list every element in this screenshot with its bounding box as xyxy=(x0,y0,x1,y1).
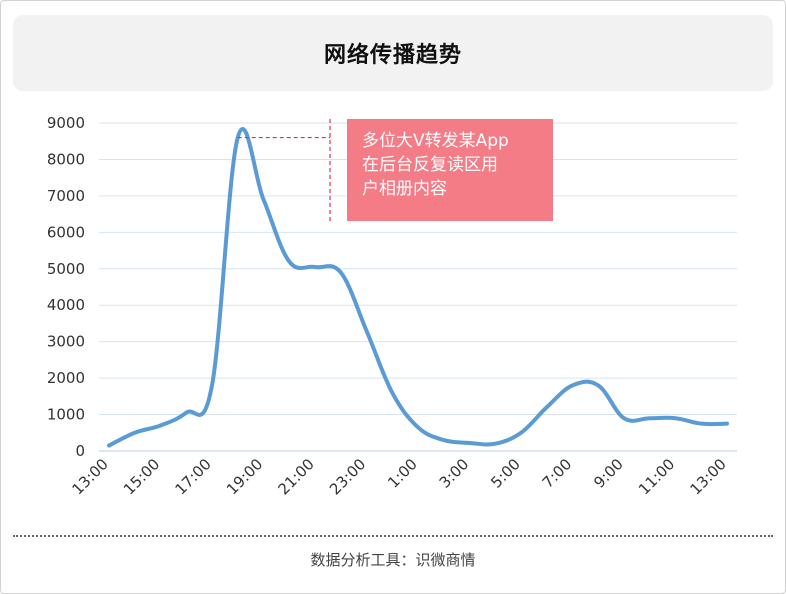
annotation-text-line: 户相册内容 xyxy=(362,179,447,199)
y-tick-label: 6000 xyxy=(47,223,85,241)
annotation-text-line: 多位大V转发某App xyxy=(362,131,509,151)
data-point xyxy=(622,416,626,420)
footer-source: 数据分析工具：识微商情 xyxy=(310,551,476,569)
y-tick-label: 0 xyxy=(75,442,85,460)
line-chart: 0 1000 2000 3000 4000 5000 6000 7000 8000 9000 13:… xyxy=(47,114,737,498)
y-tick-label: 8000 xyxy=(47,150,85,168)
data-point xyxy=(648,416,652,420)
y-tick-label: 2000 xyxy=(47,369,85,387)
data-point xyxy=(596,383,600,387)
data-point xyxy=(493,442,497,446)
y-tick-label: 9000 xyxy=(47,114,85,132)
data-point xyxy=(365,329,369,333)
series-line xyxy=(107,127,729,448)
x-tick-label: 21:00 xyxy=(275,455,318,498)
data-point xyxy=(545,405,549,409)
x-tick-label: 17:00 xyxy=(172,455,215,498)
data-point xyxy=(313,265,317,269)
x-tick-label: 13:00 xyxy=(687,455,730,498)
data-point xyxy=(107,444,111,448)
x-tick-label: 23:00 xyxy=(326,455,369,498)
data-point xyxy=(468,441,472,445)
data-point xyxy=(339,270,343,274)
data-point xyxy=(674,416,678,420)
x-tick-label: 13:00 xyxy=(69,455,112,498)
x-tick-label: 9:00 xyxy=(590,455,627,492)
data-point xyxy=(159,423,163,427)
title-box: 网络传播趋势 xyxy=(13,15,773,91)
data-point xyxy=(519,431,523,435)
data-point xyxy=(210,383,214,387)
x-tick-label: 15:00 xyxy=(120,455,163,498)
data-point xyxy=(725,422,729,426)
data-point xyxy=(390,391,394,395)
footer-divider xyxy=(13,535,773,537)
x-tick-label: 3:00 xyxy=(436,455,473,492)
x-tick-label: 5:00 xyxy=(487,455,524,492)
data-point xyxy=(571,383,575,387)
annotation-box xyxy=(347,119,553,221)
x-tick-label: 1:00 xyxy=(384,455,421,492)
annotation-text-line: 在后台反复读区用 xyxy=(362,155,498,175)
y-tick-label: 3000 xyxy=(47,333,85,351)
y-tick-label: 1000 xyxy=(47,406,85,424)
data-point xyxy=(416,425,420,429)
data-point xyxy=(133,431,137,435)
data-point xyxy=(184,411,188,415)
data-point xyxy=(262,198,266,202)
x-tick-label: 11:00 xyxy=(635,455,678,498)
x-tick-label: 7:00 xyxy=(539,455,576,492)
y-tick-label: 4000 xyxy=(47,296,85,314)
y-tick-label: 5000 xyxy=(47,260,85,278)
x-tick-label: 19:00 xyxy=(223,455,266,498)
data-point xyxy=(442,438,446,442)
y-tick-label: 7000 xyxy=(47,187,85,205)
data-point xyxy=(287,259,291,263)
data-point xyxy=(699,422,703,426)
chart-title: 网络传播趋势 xyxy=(323,43,462,68)
